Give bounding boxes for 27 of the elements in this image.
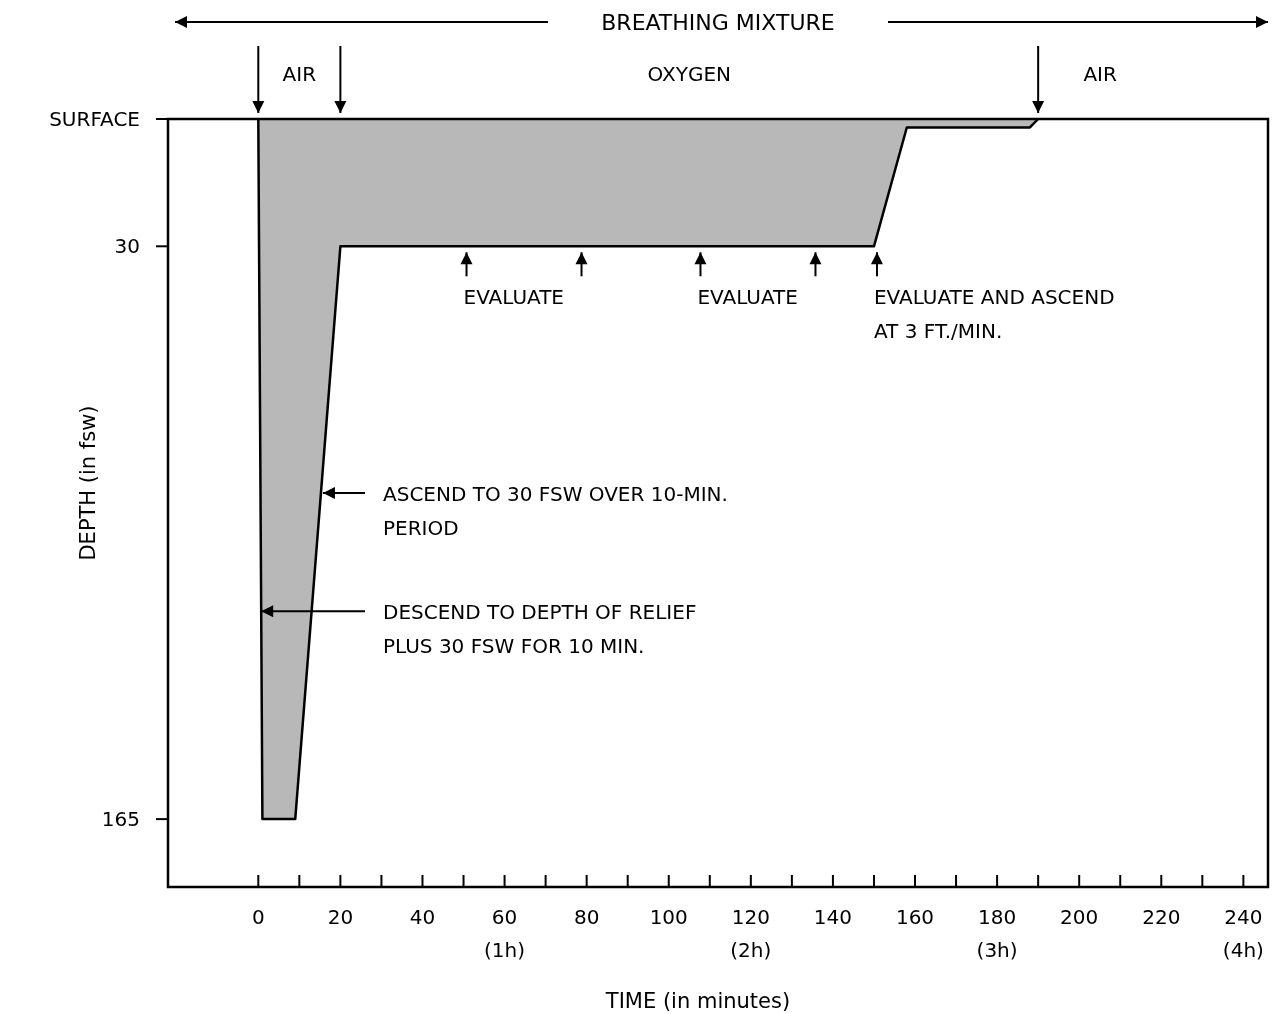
x-tick-label: 200 (1060, 905, 1099, 929)
annotation: EVALUATE (463, 285, 565, 310)
x-tick-label: 80 (573, 905, 600, 929)
x-tick-label: 220 (1142, 905, 1181, 929)
y-tick-label: 30 (114, 234, 140, 259)
x-tick-label: 180 (3h) (976, 905, 1018, 962)
x-tick-label: 0 (251, 905, 265, 929)
x-tick-label: 20 (327, 905, 354, 929)
y-axis-title: DEPTH (in fsw) (76, 405, 100, 561)
x-tick-label: 40 (409, 905, 436, 929)
x-axis-title: TIME (in minutes) (604, 989, 791, 1013)
annotation: EVALUATE (697, 285, 798, 310)
x-tick-label: 100 (649, 905, 688, 929)
x-tick-label: 140 (813, 905, 853, 929)
text: AIR (1083, 62, 1117, 86)
text: AIR (282, 62, 317, 86)
x-tick-label: 240 (4h) (1222, 905, 1264, 962)
x-tick-label: 160 (895, 905, 935, 929)
y-tick-label: SURFACE (49, 107, 140, 131)
y-tick-label: 165 (101, 807, 140, 832)
text: OXYGEN (647, 62, 732, 86)
x-tick-label: 120 (2h) (730, 905, 772, 962)
text: BREATHING MIXTURE (601, 10, 835, 35)
annotation: ASCEND TO 30 FSW OVER 10-MIN. PERIOD (383, 482, 728, 540)
annotation: EVALUATE AND ASCEND AT 3 FT./MIN. (873, 285, 1115, 344)
x-tick-label: 60 (1h) (484, 905, 526, 962)
annotation: DESCEND TO DEPTH OF RELIEF PLUS 30 FSW FOR 10 MIN. (383, 600, 697, 659)
